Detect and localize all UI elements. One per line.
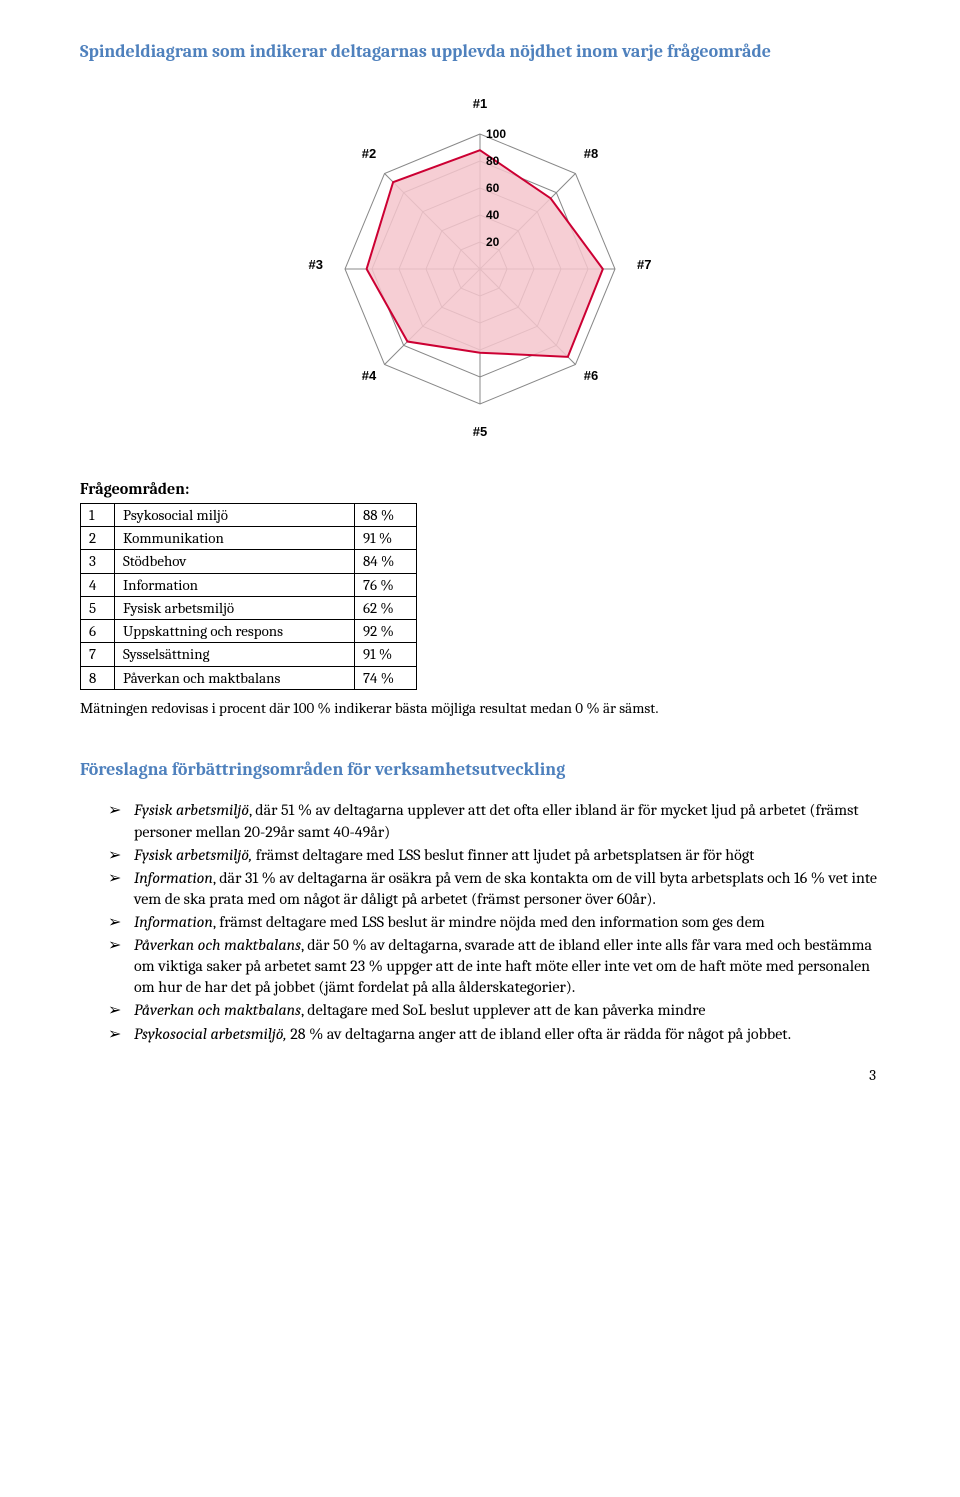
row-name: Sysselsättning [115, 643, 355, 666]
bullet-rest: 28 % av deltagarna anger att de ibland e… [287, 1025, 791, 1043]
improvement-list: Fysisk arbetsmiljö, där 51 % av deltagar… [80, 800, 880, 1044]
heading-spindeldiagram: Spindeldiagram som indikerar deltagarnas… [80, 40, 880, 64]
table-row: 6Uppskattning och respons92 % [81, 620, 417, 643]
row-name: Information [115, 573, 355, 596]
table-row: 7Sysselsättning91 % [81, 643, 417, 666]
radar-chart: 20 40 60 80 100 #1 #2 #3 #4 #5 #6 #7 #8 [220, 84, 740, 444]
row-value: 88 % [355, 503, 417, 526]
bullet-lead: Fysisk arbetsmiljö [134, 801, 249, 819]
row-value: 74 % [355, 666, 417, 689]
list-item: Information, där 31 % av deltagarna är o… [108, 868, 880, 910]
measurement-note: Mätningen redovisas i procent där 100 % … [80, 698, 880, 718]
svg-text:#7: #7 [637, 257, 651, 272]
svg-text:40: 40 [486, 208, 500, 222]
list-item: Fysisk arbetsmiljö, främst deltagare med… [108, 845, 880, 866]
row-number: 7 [81, 643, 115, 666]
svg-text:#3: #3 [309, 257, 323, 272]
svg-text:#2: #2 [362, 146, 376, 161]
row-number: 8 [81, 666, 115, 689]
bullet-rest: , där 31 % av deltagarna är osäkra på ve… [134, 869, 877, 908]
row-value: 84 % [355, 550, 417, 573]
row-number: 1 [81, 503, 115, 526]
list-item: Påverkan och maktbalans, deltagare med S… [108, 1000, 880, 1021]
row-name: Psykosocial miljö [115, 503, 355, 526]
frageomraden-table: 1Psykosocial miljö88 %2Kommunikation91 %… [80, 503, 417, 690]
row-value: 91 % [355, 643, 417, 666]
row-number: 6 [81, 620, 115, 643]
row-value: 62 % [355, 596, 417, 619]
row-value: 92 % [355, 620, 417, 643]
svg-text:100: 100 [486, 127, 506, 141]
radar-chart-container: 20 40 60 80 100 #1 #2 #3 #4 #5 #6 #7 #8 [80, 84, 880, 444]
svg-text:#6: #6 [584, 368, 598, 383]
bullet-lead: Påverkan och maktbalans [134, 1001, 301, 1019]
row-name: Kommunikation [115, 527, 355, 550]
row-name: Stödbehov [115, 550, 355, 573]
table-row: 1Psykosocial miljö88 % [81, 503, 417, 526]
row-number: 4 [81, 573, 115, 596]
svg-text:#5: #5 [473, 424, 487, 439]
bullet-lead: Fysisk arbetsmiljö, [134, 846, 252, 864]
bullet-rest: , deltagare med SoL beslut upplever att … [301, 1001, 705, 1019]
list-item: Påverkan och maktbalans, där 50 % av del… [108, 935, 880, 998]
row-name: Fysisk arbetsmiljö [115, 596, 355, 619]
svg-text:#1: #1 [473, 96, 487, 111]
bullet-lead: Information [134, 869, 213, 887]
table-row: 3Stödbehov84 % [81, 550, 417, 573]
frageomraden-label: Frågeområden: [80, 479, 880, 501]
table-row: 8Påverkan och maktbalans74 % [81, 666, 417, 689]
bullet-lead: Information [134, 913, 213, 931]
svg-text:80: 80 [486, 154, 500, 168]
row-name: Påverkan och maktbalans [115, 666, 355, 689]
list-item: Psykosocial arbetsmiljö, 28 % av deltaga… [108, 1024, 880, 1045]
table-row: 2Kommunikation91 % [81, 527, 417, 550]
svg-text:20: 20 [486, 235, 500, 249]
row-value: 91 % [355, 527, 417, 550]
row-number: 3 [81, 550, 115, 573]
svg-text:#4: #4 [362, 368, 377, 383]
row-number: 2 [81, 527, 115, 550]
bullet-lead: Påverkan och maktbalans [134, 936, 301, 954]
bullet-rest: , främst deltagare med LSS beslut är min… [213, 913, 765, 931]
list-item: Fysisk arbetsmiljö, där 51 % av deltagar… [108, 800, 880, 842]
page-number: 3 [80, 1065, 880, 1085]
bullet-rest: främst deltagare med LSS beslut finner a… [252, 846, 754, 864]
svg-text:60: 60 [486, 181, 500, 195]
heading-foreslagna: Föreslagna förbättringsområden för verks… [80, 758, 880, 782]
table-row: 4Information76 % [81, 573, 417, 596]
list-item: Information, främst deltagare med LSS be… [108, 912, 880, 933]
row-name: Uppskattning och respons [115, 620, 355, 643]
svg-text:#8: #8 [584, 146, 598, 161]
row-number: 5 [81, 596, 115, 619]
row-value: 76 % [355, 573, 417, 596]
table-row: 5Fysisk arbetsmiljö62 % [81, 596, 417, 619]
bullet-lead: Psykosocial arbetsmiljö, [134, 1025, 287, 1043]
